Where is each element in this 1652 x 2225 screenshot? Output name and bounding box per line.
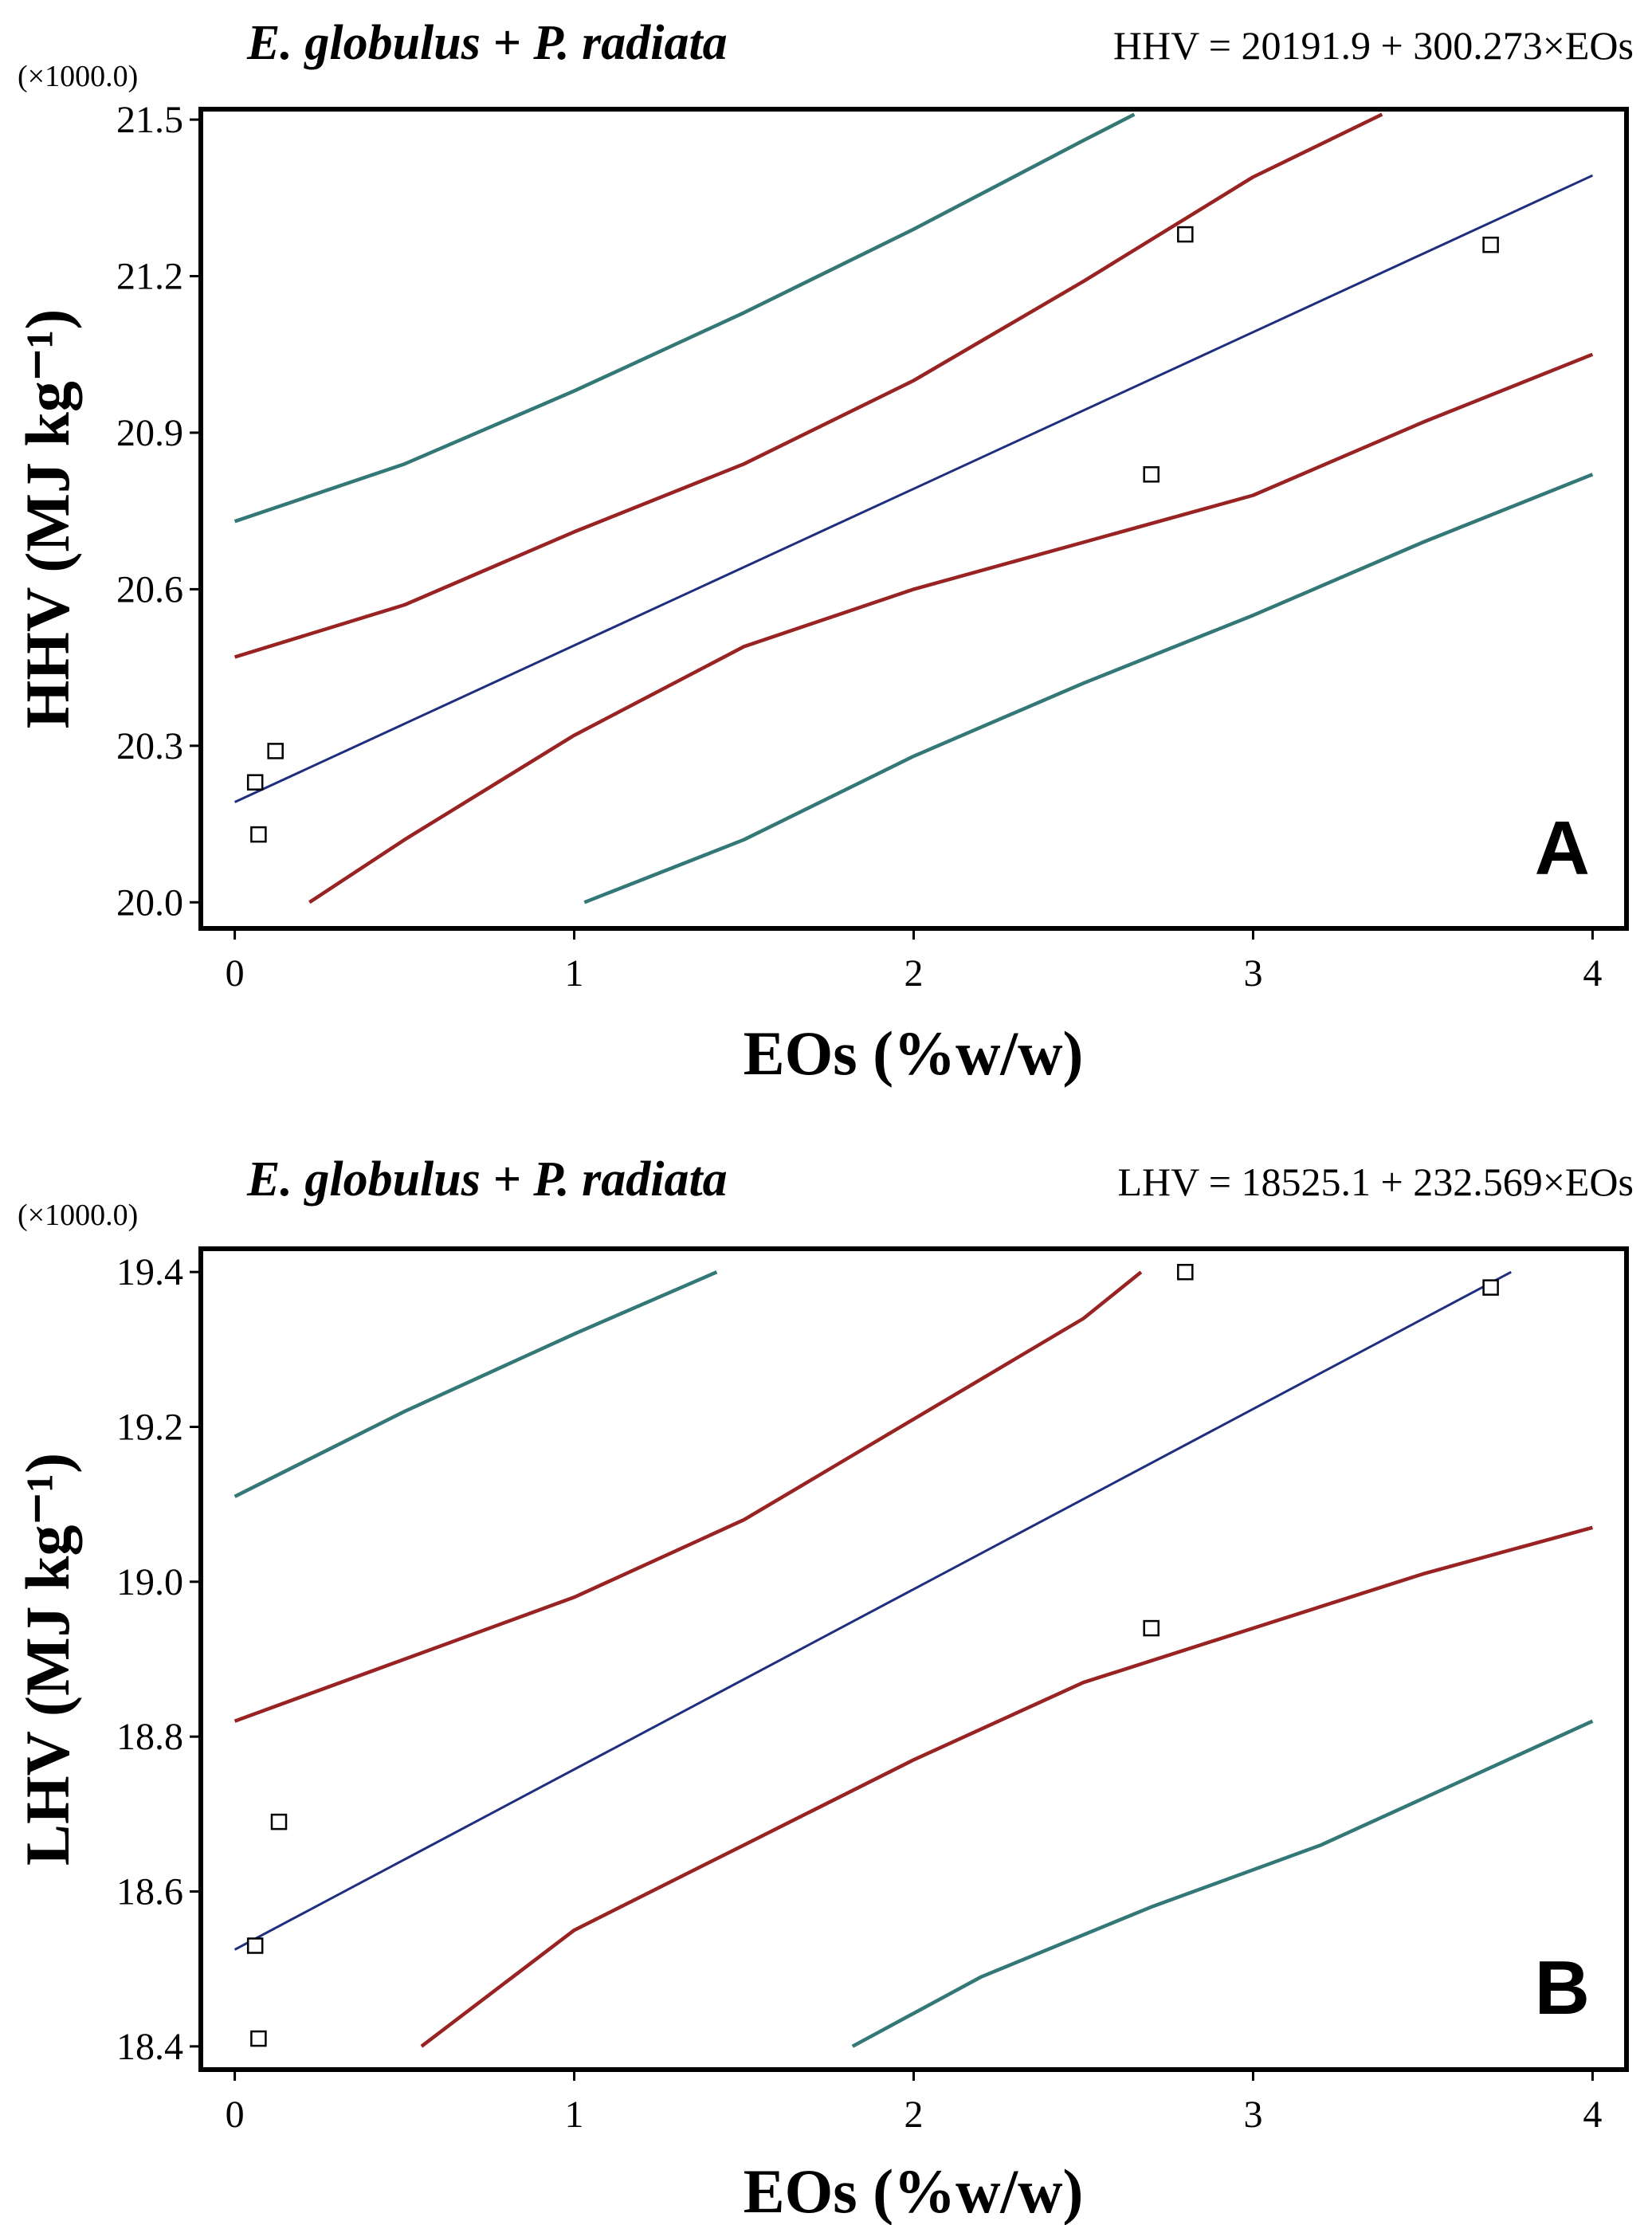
chart-panel-b: E. globulus + P. radiata LHV = 18525.1 +…	[13, 1152, 1634, 2225]
series-lower-confidence-limit	[308, 352, 1594, 905]
data-point	[267, 743, 284, 759]
data-point	[1177, 226, 1194, 243]
x-tick-label: 0	[226, 2094, 245, 2136]
y-tick-label: 20.3	[116, 725, 183, 767]
data-point	[246, 774, 264, 791]
series-lower-prediction-limit	[583, 473, 1594, 905]
x-tick-label: 2	[904, 952, 924, 995]
y-tick-label: 18.4	[116, 2026, 183, 2068]
x-tick-label: 2	[904, 2094, 924, 2136]
series-layer	[233, 1270, 1594, 2048]
x-tick-label: 1	[565, 952, 584, 995]
x-tick-label: 1	[565, 2094, 584, 2136]
points-layer	[246, 1263, 1499, 2047]
plot-frame	[198, 107, 1629, 931]
data-point	[250, 826, 267, 843]
y-axis-multiplier: (×1000.0)	[18, 1199, 138, 1232]
chart-panel-a: E. globulus + P. radiata HHV = 20191.9 +…	[13, 16, 1634, 1088]
data-point	[250, 2030, 267, 2047]
data-point	[246, 1937, 264, 1954]
x-axis-label: EOs (%w/w)	[744, 1018, 1084, 1088]
series-fitted-line	[233, 174, 1594, 803]
data-point	[270, 1813, 288, 1831]
regression-equation: HHV = 20191.9 + 300.273×EOs	[1113, 23, 1634, 68]
y-tick-label: 21.5	[116, 99, 183, 141]
series-upper-prediction-limit	[233, 112, 1136, 524]
y-tick-label: 18.6	[116, 1871, 183, 1913]
y-tick-label: 19.4	[116, 1251, 183, 1293]
x-tick-label: 4	[1583, 2094, 1602, 2136]
y-axis-label: HHV (MJ kg⁻¹)	[13, 309, 82, 729]
data-point	[1143, 466, 1160, 483]
points-layer	[246, 226, 1499, 843]
y-axis-multiplier: (×1000.0)	[18, 60, 138, 93]
panel-label: A	[1535, 806, 1590, 891]
data-point	[1482, 1279, 1499, 1296]
y-ticks: 18.4 18.6 18.8 19.0 19.2 19.4	[116, 1251, 201, 2068]
x-ticks: 0 1 2 3 4	[226, 2070, 1602, 2136]
x-ticks: 0 1 2 3 4	[226, 928, 1602, 995]
y-axis-label: LHV (MJ kg⁻¹)	[13, 1453, 82, 1866]
y-tick-label: 20.9	[116, 412, 183, 454]
y-tick-label: 19.0	[116, 1561, 183, 1603]
x-tick-label: 3	[1243, 952, 1262, 995]
plot-frame	[198, 1246, 1629, 2072]
chart-title: E. globulus + P. radiata	[246, 16, 728, 70]
series-upper-prediction-limit	[233, 1270, 718, 1498]
regression-equation: LHV = 18525.1 + 232.569×EOs	[1117, 1160, 1634, 1204]
series-upper-confidence-limit	[233, 1270, 1143, 1723]
y-tick-label: 20.6	[116, 568, 183, 610]
series-fitted-line	[233, 1270, 1512, 1951]
data-point	[1177, 1263, 1194, 1281]
data-point	[1143, 1619, 1160, 1637]
y-tick-label: 20.0	[116, 881, 183, 924]
x-tick-label: 0	[226, 952, 245, 995]
y-tick-label: 21.2	[116, 256, 183, 298]
series-upper-confidence-limit	[233, 112, 1383, 659]
x-tick-label: 3	[1243, 2094, 1262, 2136]
panel-label: B	[1535, 1945, 1590, 2031]
data-point	[1482, 236, 1499, 253]
series-layer	[233, 112, 1594, 905]
x-axis-label: EOs (%w/w)	[744, 2156, 1084, 2225]
x-tick-label: 4	[1583, 952, 1602, 995]
y-tick-label: 18.8	[116, 1716, 183, 1758]
series-lower-prediction-limit	[851, 1719, 1594, 2048]
series-lower-confidence-limit	[420, 1525, 1593, 2048]
y-tick-label: 19.2	[116, 1406, 183, 1448]
y-ticks: 20.0 20.3 20.6 20.9 21.2 21.5	[116, 99, 201, 924]
chart-title: E. globulus + P. radiata	[246, 1152, 728, 1207]
